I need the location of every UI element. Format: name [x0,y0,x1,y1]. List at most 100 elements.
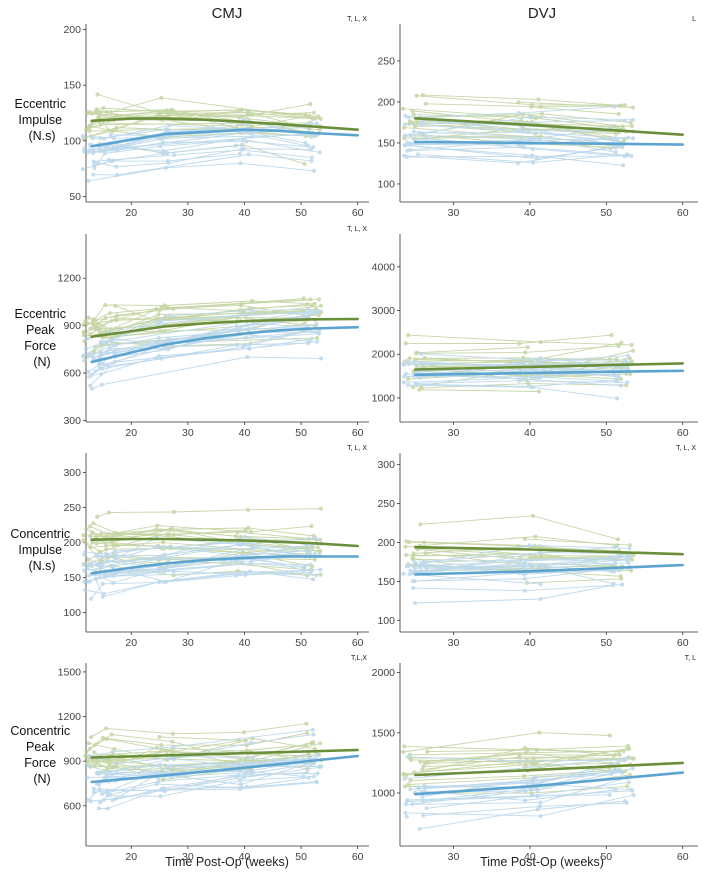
y-tick-label: 150 [63,572,81,584]
participant-point-blue [237,326,242,332]
x-tick-label: 50 [295,207,307,219]
participant-point-blue [409,570,415,575]
participant-point-blue [538,800,543,805]
participant-line-blue [93,781,318,793]
participant-point-green [627,772,633,778]
participant-point-green [159,743,164,748]
participant-point-green [318,572,323,577]
participant-point-blue [631,793,636,798]
participant-point-blue [310,543,315,548]
participant-line-blue [108,757,311,783]
participant-point-blue [626,554,631,559]
participant-line-blue [408,106,615,118]
participant-point-blue [158,137,164,142]
x-tick-label: 30 [182,637,194,649]
participant-line-blue [90,729,313,757]
participant-point-blue [408,787,413,792]
participant-point-blue [404,814,409,819]
y-tick-label: 2000 [372,667,396,679]
x-tick-label: 60 [352,207,364,219]
participant-point-blue [237,151,243,156]
participant-point-blue [612,562,617,567]
participant-point-blue [314,322,319,327]
participant-point-green [308,297,313,302]
row-label-eccentric-impulse: Eccentric Impulse (N.s) [15,97,70,143]
participant-point-green [239,107,244,113]
participant-point-blue [538,562,543,568]
participant-point-blue [308,570,313,575]
participant-point-green [92,750,97,755]
participant-point-green [413,351,418,356]
participant-point-blue [621,163,626,168]
participant-point-blue [522,798,528,803]
participant-point-green [237,757,243,762]
participant-point-blue [411,129,416,134]
participant-point-blue [424,566,429,571]
participant-point-blue [531,160,536,165]
participant-point-blue [614,373,619,378]
participant-point-green [94,541,99,546]
participant-point-green [414,93,419,98]
participant-line-green [419,389,540,392]
participant-point-green [155,523,160,528]
participant-point-blue [84,336,89,341]
participant-point-green [84,749,89,754]
participant-point-blue [80,133,85,138]
participant-line-blue [404,757,628,780]
participant-line-green [90,723,307,738]
participant-point-blue [88,383,93,388]
participant-point-green [401,106,406,111]
fit-line-green [413,761,685,777]
participant-point-green [90,759,95,764]
participant-point-green [100,735,106,741]
participant-point-green [83,753,88,759]
participant-point-blue [537,804,542,809]
significance-note: T, L, X [347,226,367,233]
participant-point-blue [171,756,176,761]
participant-point-blue [81,149,86,154]
participant-point-blue [304,770,309,775]
participant-point-blue [315,771,320,776]
participant-point-blue [613,787,618,793]
participant-point-blue [420,794,425,799]
participant-point-green [103,329,108,334]
participant-point-blue [535,788,540,793]
participant-point-blue [318,567,323,572]
participant-point-blue [517,557,522,563]
participant-point-blue [97,365,103,370]
participant-point-green [87,128,92,133]
participant-point-blue [242,534,247,539]
participant-point-blue [96,771,101,776]
x-tick-label: 50 [600,637,612,649]
participant-point-green [84,127,89,132]
participant-point-green [83,318,88,323]
participant-point-blue [158,794,163,799]
participant-point-green [158,329,163,334]
participant-point-green [526,381,531,386]
participant-point-green [98,122,103,127]
participant-point-green [412,124,418,129]
participant-point-blue [110,749,115,755]
participant-point-blue [406,383,411,388]
participant-point-green [108,327,113,332]
participant-point-blue [238,161,243,166]
participant-point-blue [101,136,107,141]
participant-point-blue [250,546,255,551]
participant-point-blue [165,158,170,164]
significance-note: T, L, X [676,445,696,452]
participant-line-blue [420,120,625,125]
participant-point-green [530,513,535,518]
participant-point-blue [629,153,634,158]
participant-point-blue [515,161,521,166]
x-tick-label: 40 [524,427,536,439]
participant-point-green [81,533,86,538]
participant-point-blue [239,542,244,547]
participant-point-blue [518,759,523,764]
participant-point-green [537,730,542,735]
panel-dvj-concentric-peak-force: 1000 1500 2000 30 40 50 60 T, L [372,655,698,863]
x-tick-label: 50 [295,427,307,439]
x-tick-label: 40 [239,851,251,863]
participant-line-green [404,745,629,751]
participant-point-green [101,106,106,111]
participant-point-blue [415,785,420,790]
